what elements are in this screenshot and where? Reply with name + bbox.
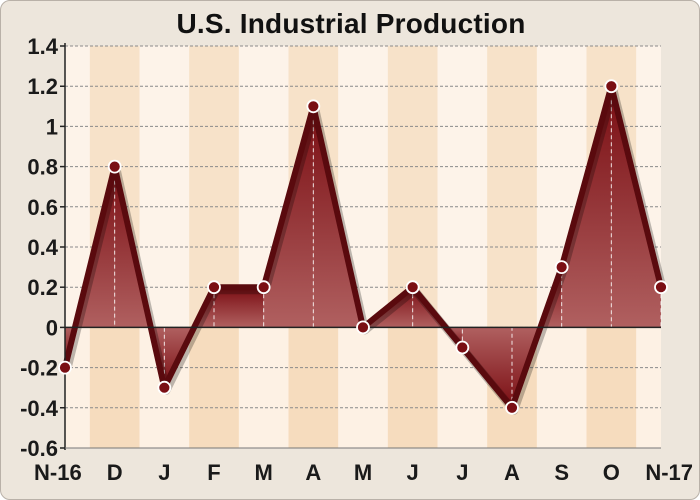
chart-title: U.S. Industrial Production	[176, 8, 526, 39]
x-tick-label: J	[407, 460, 419, 485]
data-point	[256, 280, 271, 295]
y-tick-label: 1.4	[27, 34, 58, 59]
data-points	[58, 79, 668, 415]
x-tick-label: N-16	[34, 460, 82, 485]
y-tick-label: 0.2	[27, 275, 58, 300]
y-tick-label: -0.2	[20, 356, 58, 381]
x-tick-label: A	[504, 460, 520, 485]
y-tick-label: 0.6	[27, 195, 58, 220]
drop-lines	[64, 86, 662, 408]
x-tick-label: J	[158, 460, 170, 485]
data-point	[306, 99, 321, 114]
data-point	[157, 380, 172, 395]
x-tick-label: F	[207, 460, 220, 485]
data-point	[356, 320, 370, 335]
x-tick-label: D	[107, 460, 123, 485]
data-point	[455, 340, 470, 355]
x-tick-label: J	[456, 460, 468, 485]
y-tick-label: 1.2	[27, 74, 58, 99]
data-point	[107, 159, 122, 174]
x-tick-label: N-17	[645, 460, 693, 485]
data-point	[654, 280, 668, 295]
x-tick-label: S	[554, 460, 569, 485]
data-point	[405, 280, 420, 295]
y-tick-labels: 1.4 1.2 1 0.8 0.6 0.4 0.2 0 -0.2 -0.4 -0.6	[20, 34, 59, 461]
x-tick-label: O	[603, 460, 620, 485]
data-point	[554, 260, 569, 275]
data-point	[505, 400, 519, 415]
area-segment	[214, 287, 264, 328]
y-tick-label: 0.8	[27, 155, 58, 180]
x-tick-labels: N-16 D J F M A M J J A S O N-17	[34, 460, 693, 485]
y-tick-label: -0.6	[20, 436, 58, 461]
y-tick-label: 0	[46, 315, 58, 340]
area-segment	[462, 327, 512, 408]
x-tick-label: M	[255, 460, 273, 485]
area-segment	[561, 86, 612, 328]
y-tick-label: 1	[46, 114, 58, 139]
data-point	[207, 280, 221, 295]
x-tick-label: M	[354, 460, 372, 485]
data-point	[58, 360, 72, 375]
data-point	[604, 79, 619, 94]
y-tick-label: -0.4	[20, 396, 59, 421]
x-tick-label: A	[305, 460, 321, 485]
y-tick-label: 0.4	[27, 235, 58, 260]
